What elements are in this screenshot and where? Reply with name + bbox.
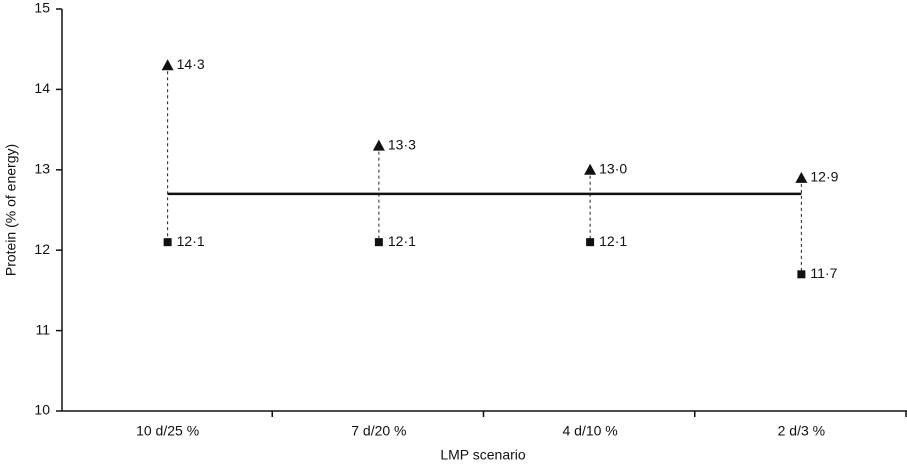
square-marker bbox=[797, 270, 806, 279]
y-tick-label: 15 bbox=[34, 0, 50, 16]
data-label: 12·1 bbox=[177, 233, 205, 249]
triangle-marker bbox=[372, 139, 385, 151]
x-tick-label: 4 d/10 % bbox=[562, 423, 617, 439]
triangle-marker bbox=[161, 59, 174, 71]
y-tick-label: 10 bbox=[34, 402, 50, 418]
square-marker bbox=[586, 238, 595, 247]
y-tick-label: 13 bbox=[34, 161, 50, 177]
y-tick-label: 12 bbox=[34, 241, 50, 257]
x-tick-label: 10 d/25 % bbox=[136, 423, 199, 439]
data-label: 12·1 bbox=[599, 233, 627, 249]
data-label: 14·3 bbox=[177, 56, 205, 72]
square-marker bbox=[374, 238, 383, 247]
square-marker bbox=[163, 238, 172, 247]
data-label: 13·0 bbox=[599, 161, 627, 177]
triangle-marker bbox=[795, 171, 808, 183]
x-axis-title: LMP scenario bbox=[440, 447, 526, 463]
y-axis-title: Protein (% of energy) bbox=[3, 144, 19, 276]
y-tick-label: 14 bbox=[34, 80, 50, 96]
data-label: 11·7 bbox=[810, 265, 837, 281]
data-label: 13·3 bbox=[388, 136, 416, 152]
data-label: 12·9 bbox=[810, 169, 838, 185]
x-tick-label: 2 d/3 % bbox=[778, 423, 825, 439]
y-tick-label: 11 bbox=[35, 321, 50, 337]
triangle-marker bbox=[584, 163, 597, 175]
x-tick-label: 7 d/20 % bbox=[351, 423, 406, 439]
data-label: 12·1 bbox=[388, 233, 416, 249]
